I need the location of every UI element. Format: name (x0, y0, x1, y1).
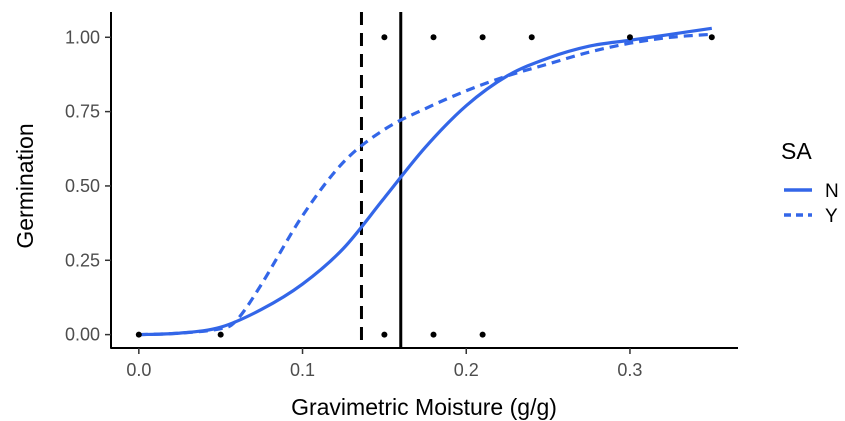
series-line-y (138, 32, 712, 337)
plot-area (135, 12, 715, 347)
data-point (135, 331, 142, 338)
data-point (528, 34, 535, 41)
x-tick-label: 0.1 (290, 360, 315, 380)
data-point (381, 34, 388, 41)
y-tick-label: 0.50 (65, 176, 100, 196)
series-line-n (138, 26, 713, 337)
legend: SA N Y (781, 138, 839, 227)
y-tick-label: 0.75 (65, 102, 100, 122)
x-tick-label: 0.0 (126, 360, 151, 380)
x-tick-label: 0.3 (617, 360, 642, 380)
x-tick-label: 0.2 (454, 360, 479, 380)
y-tick-label: 1.00 (65, 27, 100, 47)
data-point (626, 34, 633, 41)
data-point (430, 331, 437, 338)
legend-label-n: N (825, 181, 839, 202)
legend-title: SA (781, 138, 812, 164)
data-point (381, 331, 388, 338)
data-point (430, 34, 437, 41)
y-tick-label: 0.00 (65, 325, 100, 345)
data-point (217, 331, 224, 338)
data-point (708, 34, 715, 41)
y-axis-title: Germination (12, 123, 38, 248)
legend-label-y: Y (825, 206, 838, 227)
data-point (479, 34, 486, 41)
y-tick-label: 0.25 (65, 250, 100, 270)
data-point (479, 331, 486, 338)
axes: 0.0 0.1 0.2 0.3 0.00 0.25 0.50 0.75 1.00 (65, 12, 738, 380)
x-axis-title: Gravimetric Moisture (g/g) (291, 394, 557, 420)
